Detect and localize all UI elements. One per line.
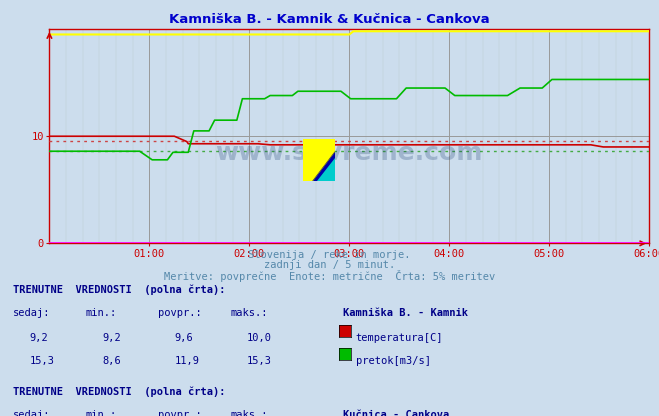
Text: 9,2: 9,2: [30, 333, 48, 343]
Text: povpr.:: povpr.:: [158, 308, 202, 318]
Text: min.:: min.:: [86, 308, 117, 318]
Text: Slovenija / reke in morje.: Slovenija / reke in morje.: [248, 250, 411, 260]
Text: Meritve: povprečne  Enote: metrične  Črta: 5% meritev: Meritve: povprečne Enote: metrične Črta:…: [164, 270, 495, 282]
Text: pretok[m3/s]: pretok[m3/s]: [356, 356, 431, 366]
Text: sedaj:: sedaj:: [13, 308, 51, 318]
Text: 10,0: 10,0: [247, 333, 272, 343]
Text: 15,3: 15,3: [247, 356, 272, 366]
Text: maks.:: maks.:: [231, 410, 268, 416]
Text: TRENUTNE  VREDNOSTI  (polna črta):: TRENUTNE VREDNOSTI (polna črta):: [13, 387, 225, 397]
Text: povpr.:: povpr.:: [158, 410, 202, 416]
Text: maks.:: maks.:: [231, 308, 268, 318]
Text: www.si-vreme.com: www.si-vreme.com: [215, 141, 483, 166]
Text: 9,6: 9,6: [175, 333, 193, 343]
Text: temperatura[C]: temperatura[C]: [356, 333, 444, 343]
Text: Kučnica - Cankova: Kučnica - Cankova: [343, 410, 449, 416]
Text: Kamniška B. - Kamnik: Kamniška B. - Kamnik: [343, 308, 468, 318]
Text: min.:: min.:: [86, 410, 117, 416]
Polygon shape: [318, 158, 335, 181]
Text: 9,2: 9,2: [102, 333, 121, 343]
Text: 15,3: 15,3: [30, 356, 55, 366]
Text: zadnji dan / 5 minut.: zadnji dan / 5 minut.: [264, 260, 395, 270]
Text: 11,9: 11,9: [175, 356, 200, 366]
Polygon shape: [312, 152, 335, 181]
Text: sedaj:: sedaj:: [13, 410, 51, 416]
Text: Kamniška B. - Kamnik & Kučnica - Cankova: Kamniška B. - Kamnik & Kučnica - Cankova: [169, 13, 490, 26]
Text: 8,6: 8,6: [102, 356, 121, 366]
Text: TRENUTNE  VREDNOSTI  (polna črta):: TRENUTNE VREDNOSTI (polna črta):: [13, 285, 225, 295]
